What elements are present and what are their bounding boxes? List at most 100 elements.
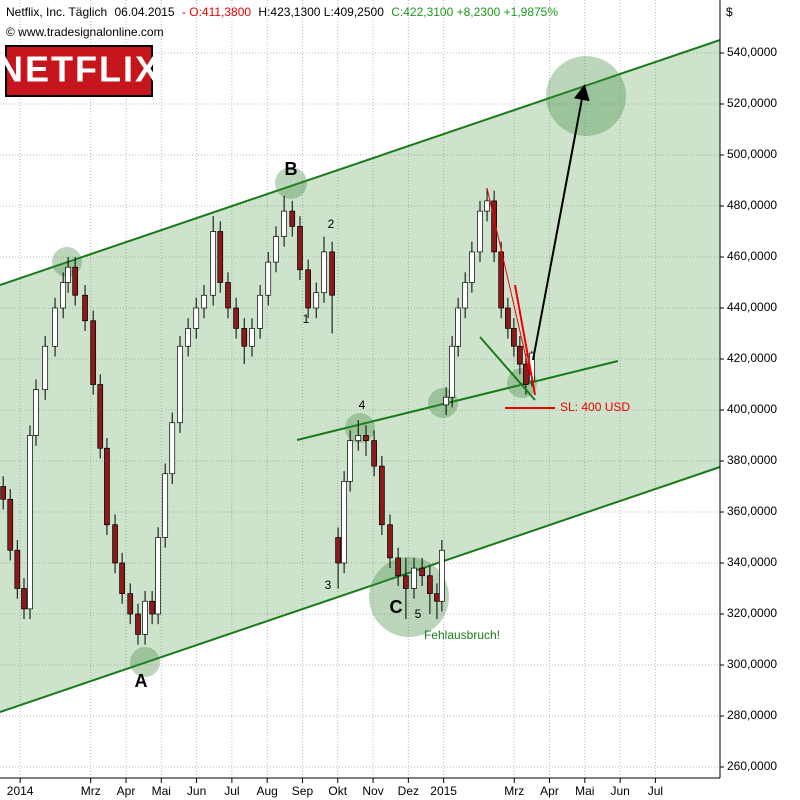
candle-body	[305, 269, 311, 309]
x-tick-label: Jun	[187, 784, 206, 798]
x-tick-label: Apr	[117, 784, 136, 798]
grid-layer	[0, 0, 720, 778]
close: C:422,3100 +8,2300 +1,9875%	[391, 5, 558, 19]
candle-body	[90, 320, 97, 385]
candle-body	[477, 210, 483, 253]
open: - O:411,3800	[182, 5, 251, 19]
x-tick-label: Nov	[362, 784, 383, 798]
candle-body	[210, 231, 217, 296]
candle-body	[419, 567, 425, 577]
candle-body	[335, 537, 341, 564]
x-tick-label: Mrz	[504, 784, 524, 798]
circle	[546, 56, 626, 136]
currency: $	[726, 5, 733, 19]
candle-body	[517, 345, 523, 365]
candle-body	[289, 210, 296, 227]
candle-body	[135, 613, 141, 635]
candle-body	[505, 307, 511, 329]
candle-body	[313, 292, 320, 309]
candle-body	[379, 465, 385, 526]
x-tick-label: Okt	[328, 784, 347, 798]
logo-bg	[5, 45, 153, 97]
candle-body	[469, 251, 475, 283]
x-tick-label: Jul	[648, 784, 663, 798]
candle-body	[395, 557, 401, 577]
candle-body	[60, 282, 67, 309]
candle-body	[491, 200, 497, 253]
candle-body	[162, 473, 169, 538]
green-trend	[479, 336, 536, 401]
label-b: B	[285, 159, 298, 179]
candle-body	[434, 593, 440, 602]
label-c: C	[390, 597, 403, 617]
x-tick-label: 2015	[430, 784, 457, 798]
candle-body	[523, 363, 529, 385]
candle-body	[355, 435, 362, 441]
candle-body	[511, 328, 517, 347]
candle-body	[104, 447, 110, 526]
y-tick-label: 300,0000	[727, 657, 777, 671]
wave-label: 4	[359, 398, 366, 412]
x-tick-label: Jul	[224, 784, 239, 798]
candle-body	[249, 328, 255, 347]
candle-body	[498, 251, 505, 309]
candle-body	[449, 345, 455, 398]
candle-body	[112, 524, 118, 564]
candle-body	[127, 593, 134, 615]
candle-body	[65, 266, 71, 283]
candle-body	[281, 210, 287, 237]
candle-body	[33, 389, 39, 436]
candle-body	[427, 575, 433, 594]
y-tick-label: 420,0000	[727, 351, 777, 365]
wave-label: 5	[415, 607, 422, 621]
candle-body	[7, 498, 14, 551]
candle-body	[347, 440, 353, 482]
candle-body	[241, 328, 248, 347]
candle-body	[321, 251, 327, 294]
candle-body	[21, 588, 27, 610]
wave-label: 2	[328, 217, 335, 231]
candle-body	[265, 261, 272, 296]
candle-body	[155, 537, 161, 615]
axes: 260,0000 280,0000 300,0000 320,0000 340,0000…	[7, 45, 778, 798]
x-tick-label: Dez	[398, 784, 419, 798]
support-line	[296, 360, 619, 441]
y-tick-label: 400,0000	[727, 402, 777, 416]
candle-body	[273, 236, 279, 263]
x-tick-label: Mai	[152, 784, 171, 798]
candle-body	[439, 549, 445, 602]
y-tick-label: 280,0000	[727, 708, 777, 722]
candle-body	[341, 481, 347, 564]
circle	[130, 647, 160, 677]
candle-body	[484, 200, 490, 212]
x-tick-label: Apr	[540, 784, 559, 798]
candle-body	[0, 486, 7, 500]
candle-body	[169, 422, 176, 475]
candle-body	[411, 567, 417, 589]
candle-body	[27, 435, 33, 610]
candle-body	[42, 345, 49, 390]
channel-lower	[0, 466, 721, 713]
candle-body	[142, 600, 148, 635]
x-tick-label: Sep	[292, 784, 314, 798]
y-tick-label: 480,0000	[727, 198, 777, 212]
candle-body	[193, 307, 200, 329]
candle-body	[14, 549, 21, 589]
candle-body	[185, 328, 191, 347]
candle-body	[387, 524, 393, 559]
candle-body	[97, 384, 104, 449]
label-a: A	[135, 671, 148, 691]
candle-body	[177, 345, 183, 424]
circle	[275, 167, 307, 199]
x-tick-label: 2014	[7, 784, 34, 798]
candle-body	[462, 282, 469, 309]
high-low: H:423,1300 L:409,2500	[258, 5, 384, 19]
wave-label: 1	[303, 312, 310, 326]
candle-body	[233, 307, 239, 329]
candle-body	[225, 282, 231, 309]
false-breakout-label: Fehlausbruch!	[424, 628, 500, 642]
source: © www.tradesignalonline.com	[6, 25, 164, 39]
y-tick-label: 340,0000	[727, 555, 777, 569]
y-tick-label: 460,0000	[727, 249, 777, 263]
